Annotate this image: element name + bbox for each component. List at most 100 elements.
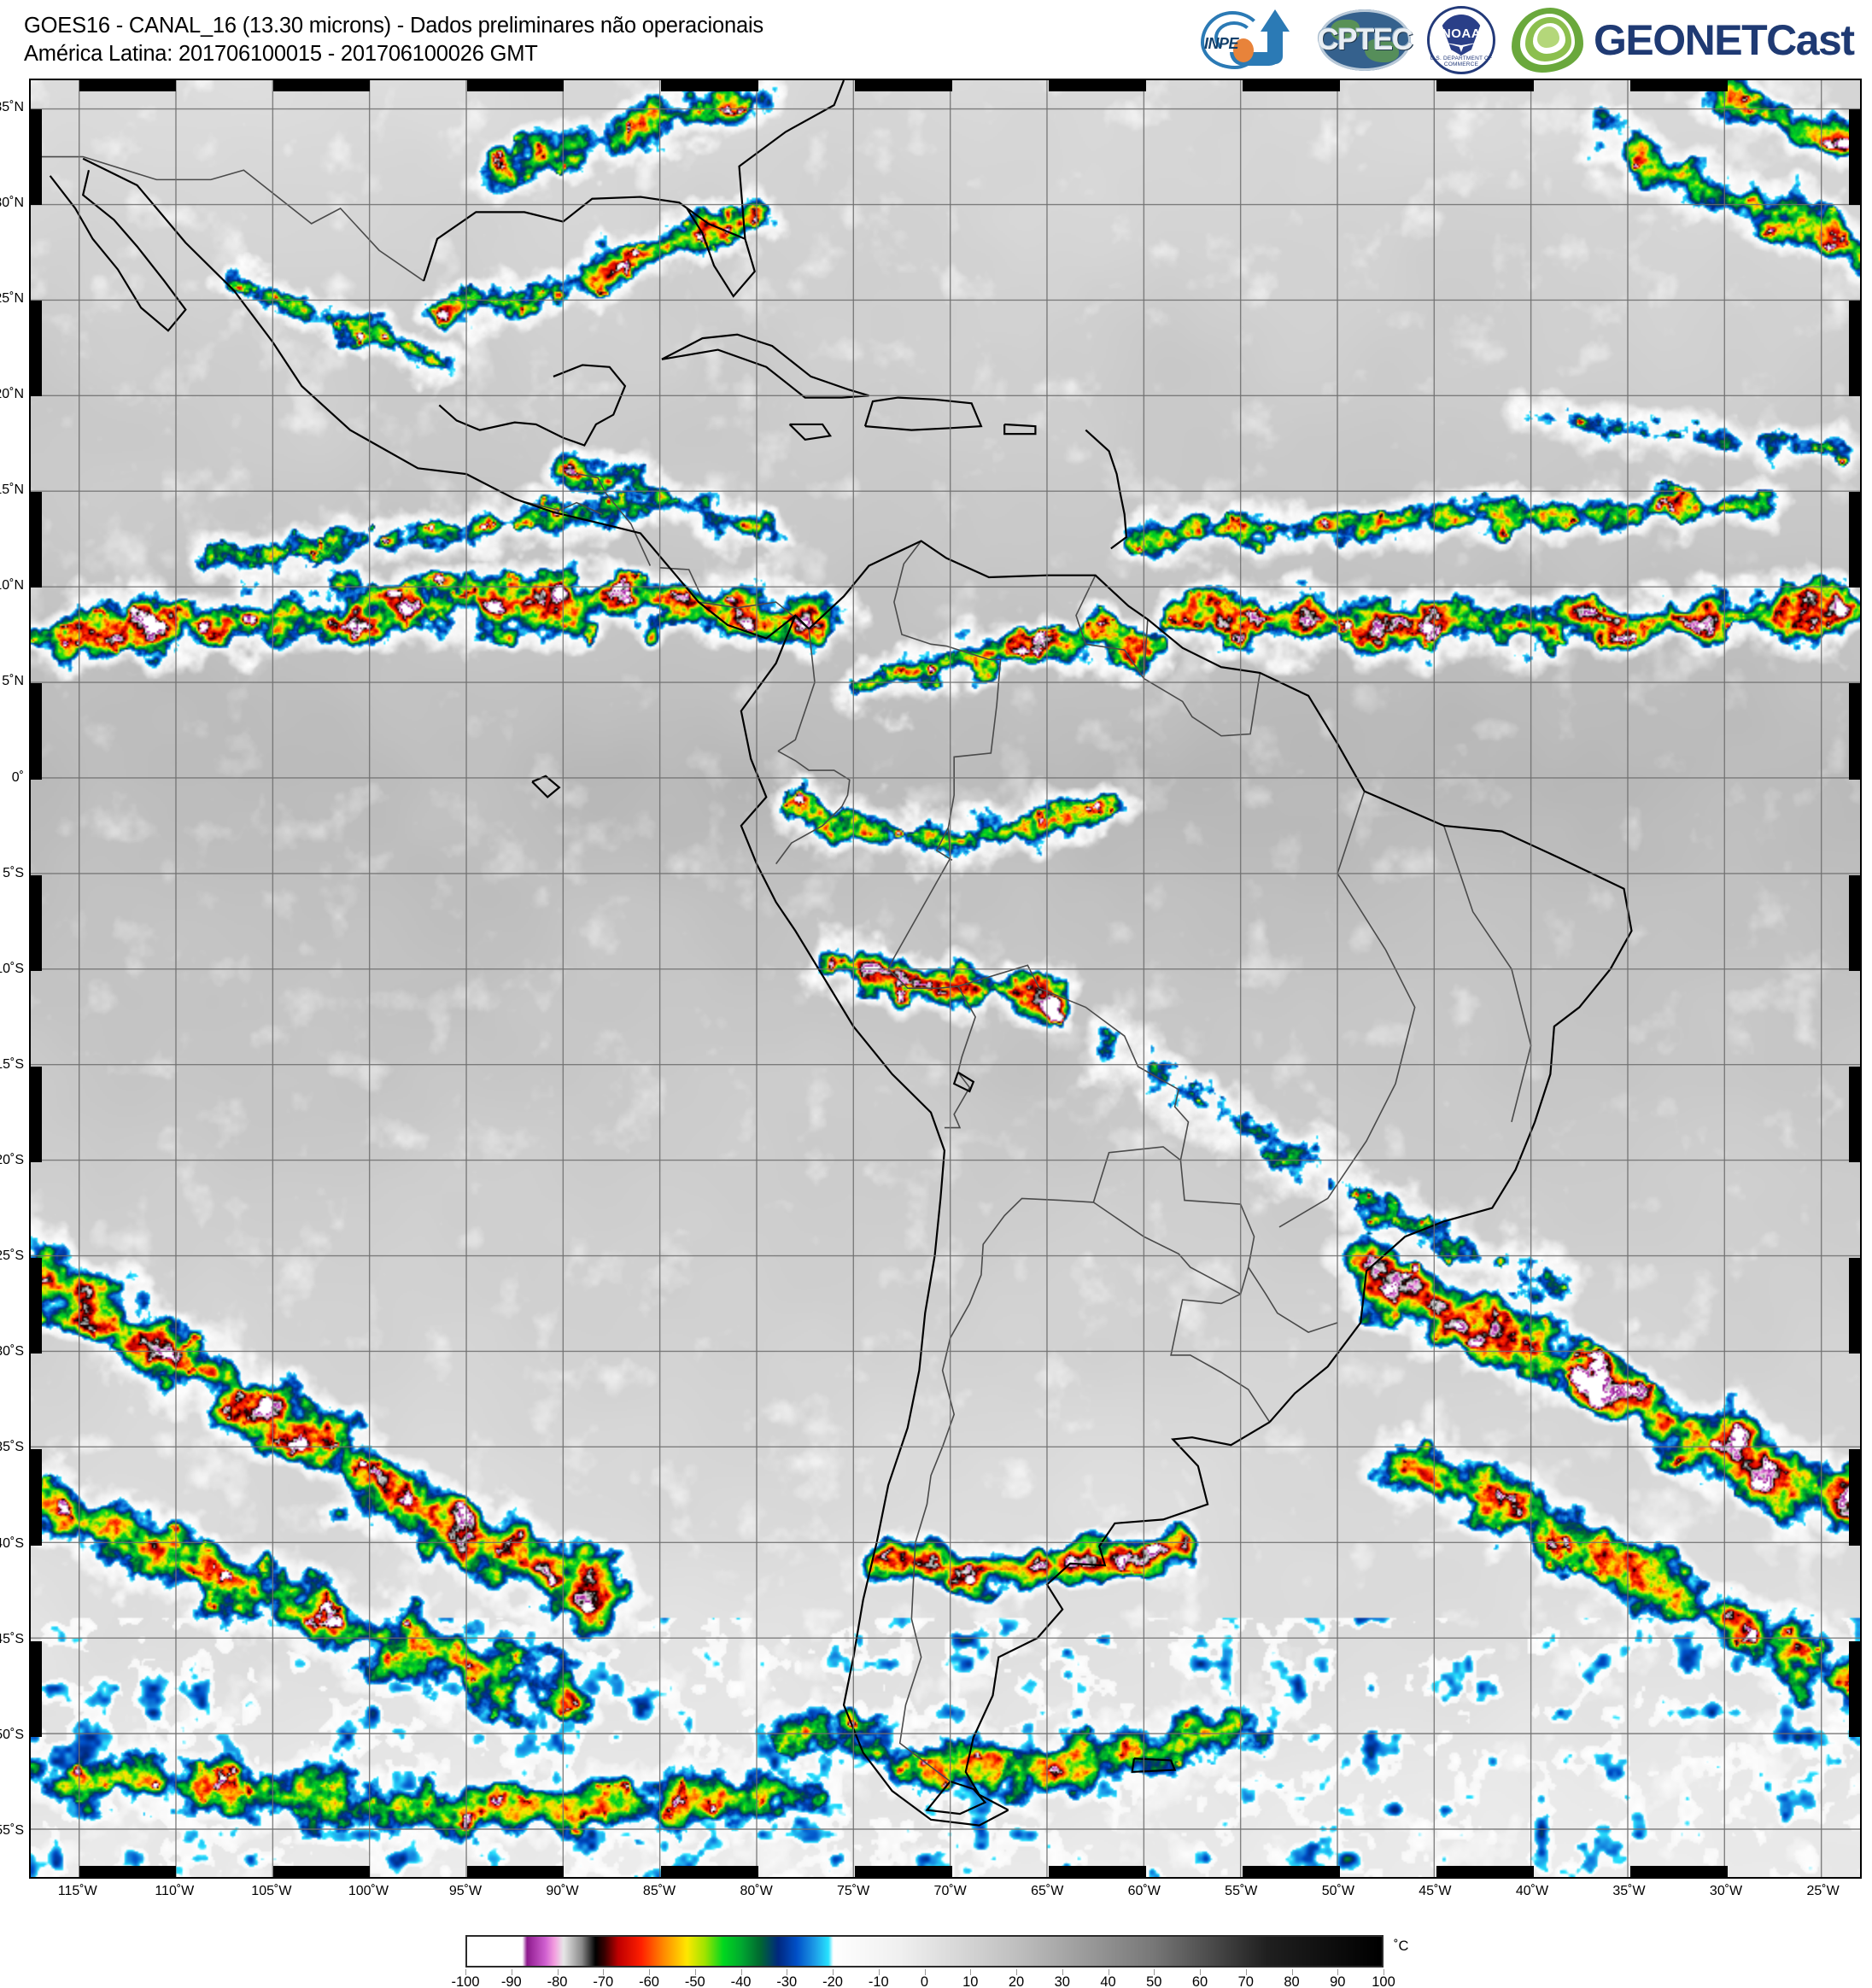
colorbar-tick-label: -70 <box>593 1974 614 1988</box>
cptec-continent-shape-1 <box>1331 20 1360 42</box>
colorbar-tick-label: 30 <box>1054 1974 1070 1988</box>
colorbar-tick-label: -90 <box>500 1974 522 1988</box>
colorbar-tick <box>970 1969 972 1975</box>
colorbar-tick <box>740 1969 742 1975</box>
colorbar-tick <box>465 1969 466 1975</box>
noaa-logo: NOAA U.S. DEPARTMENT OF COMMERCE <box>1424 4 1498 76</box>
colorbar-tick-label: 10 <box>962 1974 979 1988</box>
latitude-tick-label: 35˚S <box>0 1440 24 1455</box>
colorbar-unit-label: ˚C <box>1394 1938 1409 1954</box>
latitude-tick-label: 55˚S <box>0 1822 24 1838</box>
colorbar-tick-label: 90 <box>1330 1974 1346 1988</box>
longitude-tick-label: 75˚W <box>837 1884 870 1898</box>
longitude-tick-label: 30˚W <box>1709 1884 1743 1898</box>
colorbar-tick-label: -30 <box>776 1974 798 1988</box>
logo-bar: INPE CPTEC NOAA U.S. DEPARTMENT OF COMME… <box>1196 3 1869 77</box>
satellite-imagery-canvas <box>31 80 1860 1877</box>
header: GOES16 - CANAL_16 (13.30 microns) - Dado… <box>0 0 1872 79</box>
colorbar-tick-label: 20 <box>1008 1974 1025 1988</box>
noaa-rim-text: U.S. DEPARTMENT OF COMMERCE <box>1430 56 1493 67</box>
colorbar-tick-label: -40 <box>730 1974 752 1988</box>
longitude-tick-label: 115˚W <box>57 1884 97 1898</box>
page-title: GOES16 - CANAL_16 (13.30 microns) - Dado… <box>24 14 763 38</box>
longitude-tick-label: 100˚W <box>348 1884 389 1898</box>
geonetcast-leaf-ring-5 <box>1537 26 1559 48</box>
longitude-tick-label: 105˚W <box>251 1884 292 1898</box>
title-block: GOES16 - CANAL_16 (13.30 microns) - Dado… <box>24 12 763 67</box>
geonetcast-logo: GEONETCast <box>1510 4 1869 76</box>
noaa-logo-text: NOAA <box>1441 26 1482 41</box>
latitude-tick-label: 30˚N <box>0 195 24 210</box>
tick-band-right <box>1849 80 1860 1877</box>
inpe-inner-swirl-shape <box>1214 21 1254 54</box>
colorbar-tick-label: -60 <box>639 1974 659 1988</box>
longitude-tick-label: 50˚W <box>1321 1884 1354 1898</box>
inpe-swirl-shape <box>1201 11 1264 69</box>
colorbar-tick <box>878 1969 880 1975</box>
colorbar-tick <box>1291 1969 1293 1975</box>
latitude-tick-label: 25˚N <box>0 290 24 306</box>
colorbar: -100 -90 -80 -70 -60 -50 -40 -30 -20 -10 0 10 20 30 40… <box>451 1935 1395 1988</box>
latitude-tick-label: 15˚S <box>0 1056 24 1072</box>
colorbar-tick-label: 70 <box>1237 1974 1254 1988</box>
latitude-tick-label: 40˚S <box>0 1535 24 1551</box>
noaa-seabird-icon <box>1444 42 1478 52</box>
latitude-tick-label: 15˚N <box>0 482 24 498</box>
latitude-tick-label: 5˚S <box>3 865 24 880</box>
longitude-tick-label: 80˚W <box>740 1884 773 1898</box>
latitude-tick-label: 10˚N <box>0 578 24 593</box>
latitude-tick-label: 30˚S <box>0 1344 24 1359</box>
colorbar-tick <box>1016 1969 1017 1975</box>
longitude-tick-label: 60˚W <box>1127 1884 1161 1898</box>
longitude-tick-label: 35˚W <box>1612 1884 1646 1898</box>
page-subtitle: América Latina: 201706100015 - 201706100… <box>24 41 538 66</box>
latitude-tick-label: 0˚ <box>11 769 24 785</box>
latitude-tick-label: 35˚N <box>0 99 24 114</box>
longitude-tick-label: 110˚W <box>155 1884 195 1898</box>
latitude-tick-label: 45˚S <box>0 1631 24 1646</box>
colorbar-tick-label: 40 <box>1100 1974 1116 1988</box>
cptec-continent-shape-2 <box>1365 38 1399 62</box>
colorbar-gradient <box>465 1935 1384 1968</box>
tick-band-left <box>31 80 42 1877</box>
latitude-tick-label: 25˚S <box>0 1248 24 1264</box>
map-container: 35˚N 30˚N 25˚N 20˚N 15˚N 10˚N 5˚N 0˚ 5˚S 10˚S 15˚S… <box>0 79 1862 1898</box>
inpe-logo-text: INPE <box>1204 35 1239 52</box>
colorbar-tick-label: -20 <box>822 1974 843 1988</box>
cptec-globe-icon <box>1319 9 1411 71</box>
longitude-tick-label: 65˚W <box>1031 1884 1064 1898</box>
inpe-arrow-head-icon <box>1261 9 1290 32</box>
inpe-orange-dot-shape <box>1233 38 1254 62</box>
colorbar-tick <box>1337 1969 1339 1975</box>
longitude-tick-label: 90˚W <box>546 1884 579 1898</box>
latitude-tick-label: 20˚S <box>0 1153 24 1168</box>
colorbar-tick-label: 60 <box>1191 1974 1208 1988</box>
longitude-tick-label: 70˚W <box>933 1884 967 1898</box>
geonetcast-logo-text: GEONETCast <box>1594 16 1855 64</box>
colorbar-tick <box>694 1969 696 1975</box>
colorbar-tick-label: 50 <box>1146 1974 1162 1988</box>
colorbar-tick-label: 0 <box>920 1974 929 1988</box>
colorbar-tick-label: -10 <box>868 1974 889 1988</box>
longitude-tick-label: 55˚W <box>1225 1884 1258 1898</box>
longitude-tick-label: 40˚W <box>1515 1884 1549 1898</box>
inpe-arrow-stem-shape <box>1267 28 1283 64</box>
longitude-tick-label: 95˚W <box>448 1884 483 1898</box>
colorbar-tick <box>1200 1969 1201 1975</box>
colorbar-tick <box>833 1969 834 1975</box>
colorbar-tick-label: 100 <box>1372 1974 1395 1988</box>
colorbar-tick <box>557 1969 559 1975</box>
latitude-tick-label: 5˚N <box>2 674 24 689</box>
inpe-logo: INPE <box>1196 4 1305 76</box>
tick-band-bottom <box>31 1866 1860 1877</box>
colorbar-tick <box>1154 1969 1155 1975</box>
tick-band-top <box>31 80 1860 91</box>
colorbar-tick <box>1062 1969 1063 1975</box>
colorbar-tick <box>924 1969 926 1975</box>
colorbar-tick <box>649 1969 650 1975</box>
longitude-tick-label: 45˚W <box>1419 1884 1452 1898</box>
satellite-map-frame <box>29 79 1862 1879</box>
colorbar-tick-label: -50 <box>684 1974 705 1988</box>
latitude-tick-label: 20˚N <box>0 387 24 402</box>
